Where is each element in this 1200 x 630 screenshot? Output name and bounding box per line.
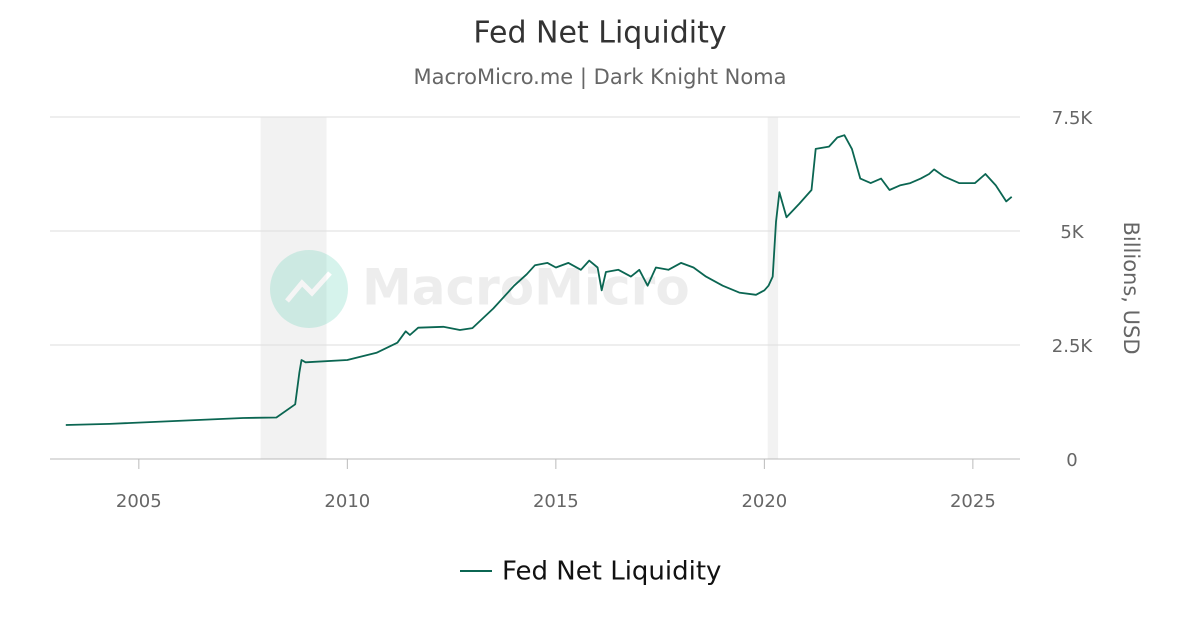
chart-title: Fed Net Liquidity [473, 16, 726, 51]
y-axis-label: Billions, USD [1119, 221, 1143, 354]
y-tick-label: 0 [1066, 450, 1077, 471]
x-tick-label: 2025 [950, 491, 996, 512]
y-tick-label: 5K [1060, 222, 1084, 243]
shaded-range [767, 117, 779, 459]
legend-label: Fed Net Liquidity [502, 557, 721, 587]
watermark-logo-mark [285, 271, 332, 303]
y-tick-label: 2.5K [1052, 336, 1094, 357]
watermark-logo [270, 250, 348, 328]
shaded-range [260, 117, 327, 459]
x-tick-label: 2020 [741, 491, 787, 512]
x-tick-label: 2015 [533, 491, 579, 512]
watermark-group: MacroMicro [270, 250, 690, 328]
y-tick-label: 7.5K [1052, 108, 1094, 129]
shades [260, 117, 779, 459]
x-tick-label: 2010 [324, 491, 370, 512]
data-line [65, 134, 1013, 426]
watermark: MacroMicro [362, 259, 690, 317]
x-tick-label: 2005 [116, 491, 162, 512]
chart-subtitle: MacroMicro.me | Dark Knight Noma [413, 65, 786, 90]
